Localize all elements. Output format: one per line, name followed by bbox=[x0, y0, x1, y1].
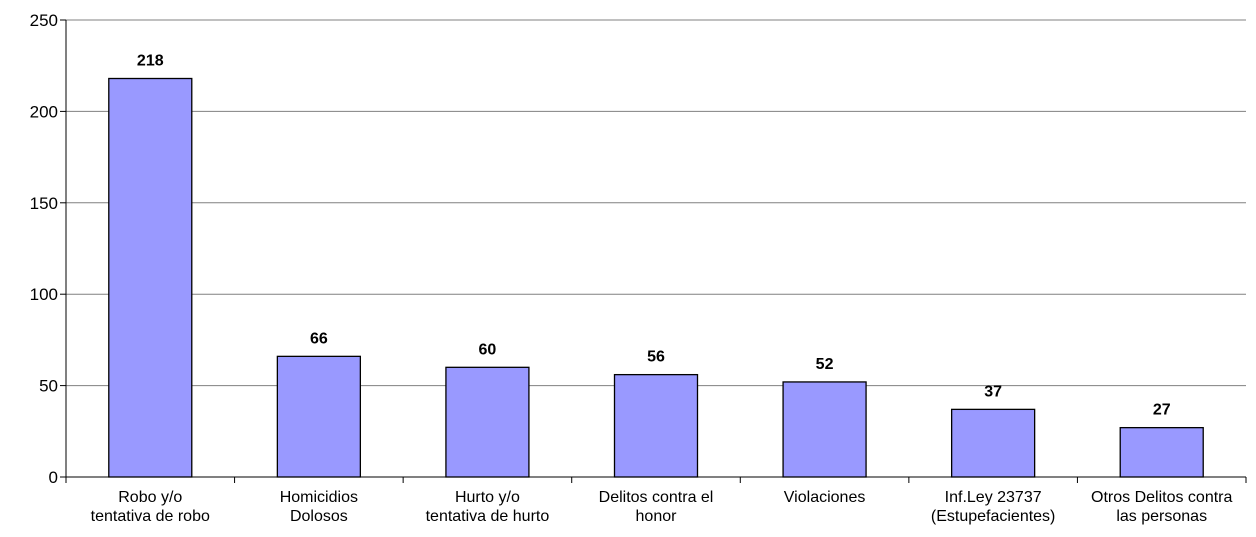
x-tick-label-line: Violaciones bbox=[784, 489, 866, 506]
x-tick-label-line: Robo y/o bbox=[118, 489, 182, 506]
data-label: 66 bbox=[310, 330, 328, 347]
y-tick-label: 0 bbox=[49, 468, 58, 487]
x-tick-label: Delitos contra el honor bbox=[599, 489, 714, 525]
x-tick-label: Homicidios Dolosos bbox=[280, 489, 358, 525]
bar bbox=[445, 366, 530, 478]
gridlines bbox=[66, 19, 1246, 387]
x-tick-label-line: Inf.Ley 23737 bbox=[945, 489, 1042, 506]
x-tick-label: Inf.Ley 23737 (Estupefacientes) bbox=[931, 489, 1056, 525]
data-label: 27 bbox=[1153, 402, 1171, 419]
y-tick-label: 250 bbox=[30, 11, 58, 30]
y-tick-label: 100 bbox=[30, 285, 58, 304]
data-label: 56 bbox=[647, 349, 665, 366]
bar bbox=[108, 77, 193, 478]
x-tick-label-line: Delitos contra el bbox=[599, 489, 714, 506]
x-tick-label: Hurto y/o tentativa de hurto bbox=[426, 489, 550, 525]
data-label: 52 bbox=[816, 356, 834, 373]
x-tick-label-line: Homicidios bbox=[280, 489, 358, 506]
x-tick-label: Robo y/o tentativa de robo bbox=[91, 489, 210, 525]
axes bbox=[60, 19, 1247, 483]
data-label: 37 bbox=[984, 383, 1002, 400]
bars bbox=[108, 77, 1204, 478]
x-tick-label-line: tentativa de hurto bbox=[426, 508, 550, 525]
bar bbox=[1119, 426, 1204, 478]
bar bbox=[613, 373, 699, 478]
data-label: 60 bbox=[479, 341, 497, 358]
x-tick-label-line: (Estupefacientes) bbox=[931, 508, 1056, 525]
x-tick-label: Violaciones bbox=[784, 489, 866, 506]
bar bbox=[950, 408, 1036, 478]
y-tick-label: 150 bbox=[30, 194, 58, 213]
labels: 0 50 100 150 200 250 218 Robo y/o tentativa de r… bbox=[30, 11, 1233, 525]
bar bbox=[276, 355, 362, 478]
x-tick-label-line: honor bbox=[636, 508, 678, 525]
y-tick-label: 50 bbox=[39, 377, 58, 396]
x-tick-label-line: Otros Delitos contra bbox=[1091, 489, 1232, 506]
y-tick-label: 200 bbox=[30, 102, 58, 121]
data-label: 218 bbox=[137, 52, 164, 69]
x-tick-label-line: tentativa de robo bbox=[91, 508, 210, 525]
x-tick-label-line: Hurto y/o bbox=[455, 489, 520, 506]
x-tick-label-line: Dolosos bbox=[290, 508, 348, 525]
x-tick-label-line: las personas bbox=[1116, 508, 1207, 525]
x-tick-label: Otros Delitos contra las personas bbox=[1091, 489, 1232, 525]
bar bbox=[782, 381, 867, 478]
